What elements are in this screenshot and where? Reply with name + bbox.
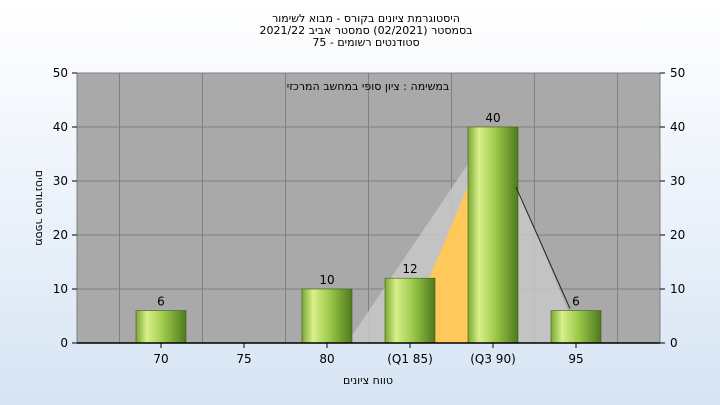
y-tick-label-left: 30 [53, 174, 68, 188]
y-tick-label-right: 0 [670, 336, 678, 350]
bar-4 [467, 126, 519, 344]
axes: 0 0 10 10 20 20 30 30 40 40 50 50 70 75 80 (Q1 85) (Q3 9… [53, 66, 686, 366]
y-tick-label-left: 40 [53, 120, 68, 134]
y-tick-label-left: 50 [53, 66, 68, 80]
bar-5 [550, 310, 602, 344]
x-tick-label-3: (Q1 85) [387, 352, 433, 366]
y-tick-label-left: 0 [60, 336, 68, 350]
x-tick-label-1: 75 [236, 352, 251, 366]
bars [135, 126, 602, 344]
bar-2 [301, 288, 353, 344]
y-tick-label-right: 20 [670, 228, 685, 242]
y-tick-label-right: 30 [670, 174, 685, 188]
chart-title-line-1: היסטוגרמת ציונים בקורס - מבוא לשימור [272, 12, 460, 25]
y-tick-label-right: 10 [670, 282, 685, 296]
bar-0 [135, 310, 187, 344]
y-axis-label: מספר סטודנטים [33, 170, 46, 246]
range-line-segment [515, 186, 571, 309]
value-label-3: 12 [402, 262, 417, 276]
x-tick-label-0: 70 [153, 352, 168, 366]
y-tick-label-left: 20 [53, 228, 68, 242]
y-tick-label-right: 50 [670, 66, 685, 80]
chart-title-line-3: סטודנטים רשומים - 75 [312, 36, 419, 49]
x-tick-label-4: (Q3 90) [470, 352, 516, 366]
y-tick-label-left: 10 [53, 282, 68, 296]
value-labels: 6 10 12 40 6 [157, 111, 580, 309]
value-label-2: 10 [319, 273, 334, 287]
value-label-5: 6 [572, 295, 580, 309]
chart-annotation: במשימה : ציון סופי במחשב המרכזי [287, 80, 450, 93]
chart-title-line-2: בסמסטר (02/2021) סמסטר אביב 2021/22 [259, 24, 472, 37]
range-line [515, 186, 571, 309]
x-tick-label-5: 95 [568, 352, 583, 366]
x-tick-label-2: 80 [319, 352, 334, 366]
value-label-0: 6 [157, 295, 165, 309]
y-tick-label-right: 40 [670, 120, 685, 134]
bar-3 [384, 277, 436, 344]
x-axis-label: טווח ציונים [343, 374, 393, 387]
value-label-4: 40 [485, 111, 500, 125]
